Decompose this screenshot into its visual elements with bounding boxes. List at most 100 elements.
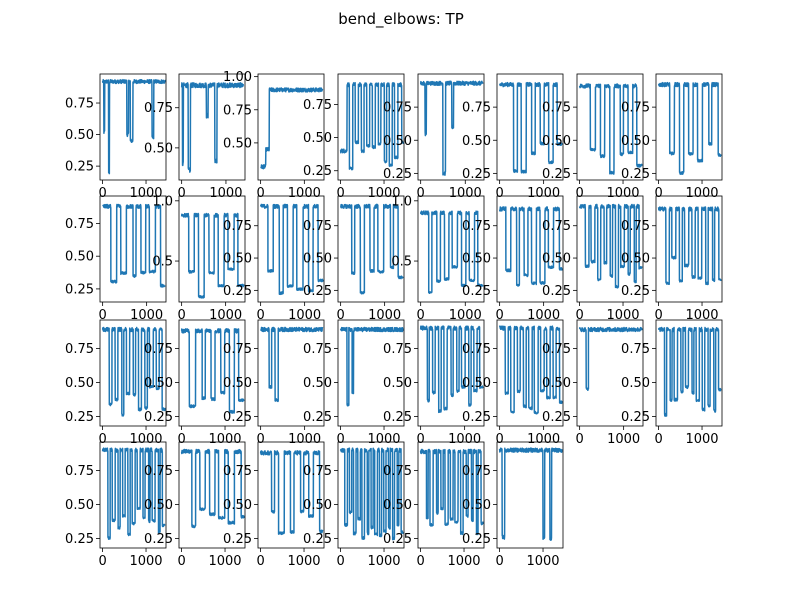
y-tick-label: 0.50 <box>462 134 491 149</box>
y-tick-label: 0.25 <box>462 167 491 182</box>
x-tick-label: 0 <box>336 308 344 323</box>
y-tick-label: 0.25 <box>303 164 332 179</box>
x-tick-label: 0 <box>177 554 185 569</box>
subplot-27: 0 1000 0.25 0.50 0.75 <box>223 441 325 569</box>
y-tick-label: 0.50 <box>223 136 252 151</box>
y-tick-label: 0.25 <box>65 410 94 425</box>
series-line <box>657 326 722 417</box>
subplot-2: 0 1000 0.50 0.75 <box>144 73 246 201</box>
subplot-23: 0 1000 0.25 0.50 0.75 <box>542 319 644 447</box>
x-tick-label: 0 <box>336 432 344 447</box>
subplot-11: 0 1000 0.25 0.50 0.75 <box>223 195 325 323</box>
y-tick-label: 0.25 <box>223 532 252 547</box>
y-tick-label: 0.25 <box>621 284 650 299</box>
subplot-7: 0 1000 0.25 0.50 0.75 <box>542 73 644 201</box>
y-tick-label: 0.50 <box>462 252 491 267</box>
y-tick-label: 0.50 <box>621 376 650 391</box>
x-tick-label: 1000 <box>287 554 320 569</box>
axes-frame <box>178 441 246 549</box>
series-line <box>260 87 324 170</box>
y-tick-label: 0.25 <box>621 167 650 182</box>
axes-frame <box>576 319 644 427</box>
y-tick-label: 0.50 <box>383 376 412 391</box>
axes-frame <box>257 319 325 427</box>
x-tick-label: 1000 <box>527 432 560 447</box>
axes-frame <box>257 73 325 181</box>
y-tick-label: 0.5 <box>152 255 173 270</box>
y-tick-label: 0.50 <box>542 376 571 391</box>
y-tick-label: 0.75 <box>223 103 252 118</box>
series-line <box>419 325 484 414</box>
y-tick-label: 0.50 <box>542 252 571 267</box>
x-tick-label: 1000 <box>129 554 162 569</box>
series-line <box>101 78 167 175</box>
series-line <box>578 326 643 392</box>
x-tick-label: 0 <box>256 432 264 447</box>
series-line <box>419 80 484 176</box>
series-line <box>180 328 245 414</box>
x-tick-label: 0 <box>416 554 424 569</box>
series-line <box>339 203 404 295</box>
y-tick-label: 0.50 <box>65 376 94 391</box>
x-tick-label: 1000 <box>526 554 559 569</box>
x-tick-label: 1000 <box>606 186 639 201</box>
axes-frame <box>99 73 167 181</box>
y-tick-label: 0.25 <box>542 410 571 425</box>
y-tick-label: 0.25 <box>65 282 94 297</box>
subplot-24: 0 1000 0.25 0.50 0.75 <box>621 319 723 447</box>
y-tick-label: 0.50 <box>303 131 332 146</box>
subplot-12: 0 1000 0.25 0.50 0.75 <box>303 195 405 323</box>
y-tick-label: 0.75 <box>65 217 94 232</box>
y-tick-label: 0.75 <box>223 219 252 234</box>
x-tick-label: 0 <box>495 308 503 323</box>
y-tick-label: 0.75 <box>462 342 491 357</box>
y-tick-label: 0.50 <box>303 376 332 391</box>
axes-frame <box>417 441 485 549</box>
y-tick-label: 0.50 <box>144 141 173 156</box>
x-tick-label: 1000 <box>129 432 162 447</box>
x-tick-label: 0 <box>98 308 106 323</box>
x-tick-label: 1000 <box>448 432 481 447</box>
y-tick-label: 0.25 <box>542 284 571 299</box>
subplot-1: 0 1000 0.25 0.50 0.75 <box>65 73 167 201</box>
subplot-28: 0 1000 0.25 0.50 0.75 <box>303 441 405 569</box>
x-tick-label: 0 <box>654 186 662 201</box>
axes-frame <box>496 441 564 549</box>
series-line <box>339 326 404 407</box>
y-tick-label: 0.25 <box>383 167 412 182</box>
axes-frame <box>496 195 564 303</box>
y-tick-label: 0.75 <box>621 219 650 234</box>
subplot-15: 0 1000 0.25 0.50 0.75 <box>542 195 644 323</box>
series-line <box>578 203 643 289</box>
subplot-18: 0 1000 0.25 0.50 0.75 <box>144 319 246 447</box>
y-tick-label: 0.25 <box>621 410 650 425</box>
y-tick-label: 0.75 <box>542 219 571 234</box>
y-tick-label: 0.25 <box>144 532 173 547</box>
figure-title: bend_elbows: TP <box>338 10 464 29</box>
y-tick-label: 0.75 <box>303 464 332 479</box>
x-tick-label: 1000 <box>607 432 640 447</box>
series-line <box>419 448 484 536</box>
y-tick-label: 0.25 <box>462 410 491 425</box>
series-line <box>180 448 245 529</box>
x-tick-label: 0 <box>98 554 106 569</box>
y-tick-label: 0.50 <box>223 252 252 267</box>
series-line <box>339 447 404 541</box>
y-tick-label: 0.75 <box>383 101 412 116</box>
axes-frame <box>178 73 246 181</box>
y-tick-label: 0.25 <box>383 532 412 547</box>
x-tick-label: 0 <box>417 308 425 323</box>
series-line <box>180 82 245 173</box>
x-tick-label: 0 <box>654 432 662 447</box>
x-tick-label: 1000 <box>367 554 400 569</box>
axes-frame <box>178 195 246 303</box>
axes-frame <box>417 195 485 303</box>
y-tick-label: 0.75 <box>462 219 491 234</box>
y-tick-label: 1.00 <box>223 70 252 85</box>
series-line <box>180 212 245 299</box>
y-tick-label: 0.75 <box>144 342 173 357</box>
subplot-8: 0 1000 0.25 0.50 0.75 <box>621 73 723 201</box>
y-tick-label: 0.25 <box>65 532 94 547</box>
series-line <box>498 81 563 174</box>
